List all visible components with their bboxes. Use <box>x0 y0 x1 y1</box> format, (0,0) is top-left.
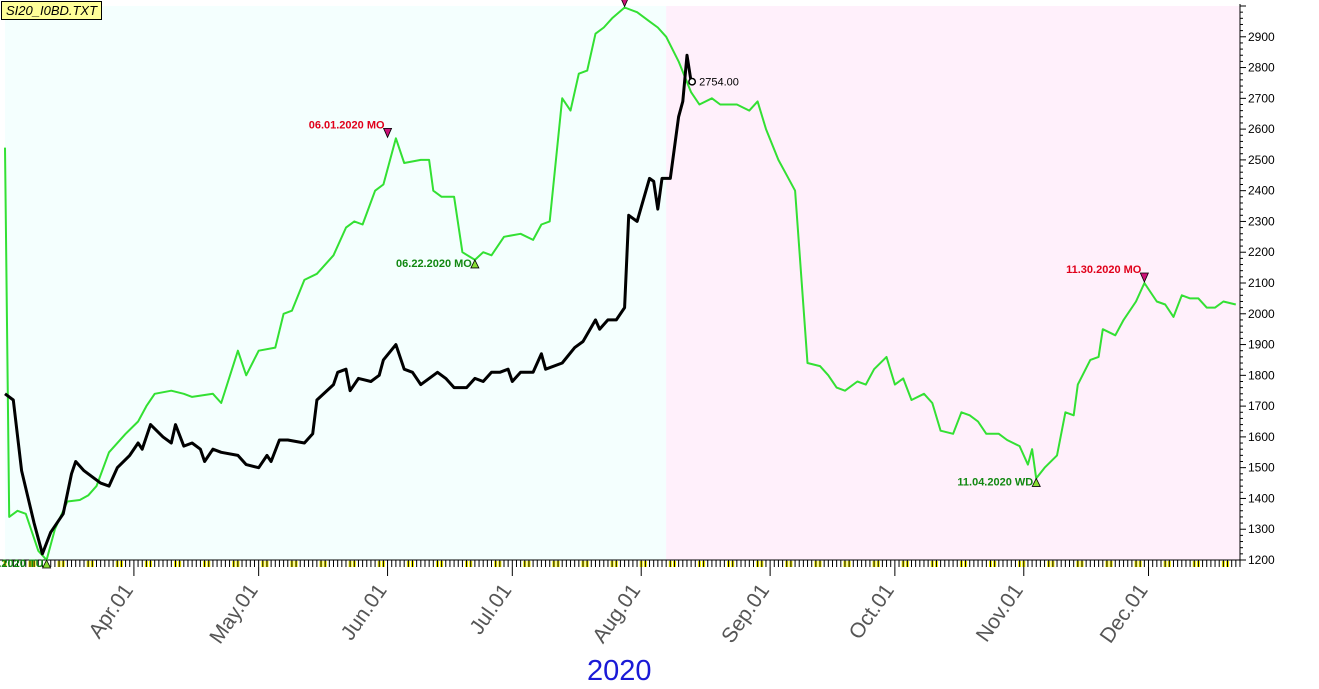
trough-marker <box>1031 477 1041 487</box>
x-tick-label: Jul.01 <box>465 580 516 639</box>
y-tick-label: 1300 <box>1248 522 1275 536</box>
trough-marker <box>470 259 480 269</box>
y-tick-label: 2000 <box>1248 307 1275 321</box>
x-tick-label: Apr.01 <box>84 580 138 643</box>
y-tick-label: 1900 <box>1248 338 1275 352</box>
x-tick-label: Nov.01 <box>972 580 1028 646</box>
past-region <box>5 6 667 560</box>
y-tick-label: 2700 <box>1248 91 1275 105</box>
peak-label: 06.01.2020 MO <box>309 119 385 131</box>
y-tick-label: 2400 <box>1248 184 1275 198</box>
x-tick-label: May.01 <box>205 580 262 648</box>
x-tick-label: Oct.01 <box>845 580 899 644</box>
y-tick-label: 2500 <box>1248 153 1275 167</box>
x-tick-label: Aug.01 <box>588 580 645 648</box>
future-region <box>666 6 1240 560</box>
peak-marker <box>621 0 628 8</box>
y-tick-label: 1700 <box>1248 399 1275 413</box>
y-tick-label: 1800 <box>1248 368 1275 382</box>
year-label: 2020 <box>587 655 652 687</box>
peak-marker <box>382 127 393 139</box>
y-tick-label: 2900 <box>1248 30 1275 44</box>
y-tick-label: 1500 <box>1248 461 1275 475</box>
annotations-group: 2754.00 .2020 TU 06.01.2020 MO 06.22.2020 M… <box>0 0 1149 570</box>
trough-label: 11.04.2020 WD <box>957 476 1033 488</box>
peak-label: 07.28.2020 TU <box>549 0 622 1</box>
y-tick-label: 1200 <box>1248 553 1275 567</box>
y-tick-label: 2800 <box>1248 61 1275 75</box>
price-line <box>4 53 693 556</box>
y-tick-label: 2100 <box>1248 276 1275 290</box>
trough-label: 06.22.2020 MO <box>396 258 472 270</box>
x-axis: Apr.01 May.01 Jun.01 Jul.01 Aug.01 Sep.01 Oct.… <box>0 559 1241 648</box>
y-tick-label: 2600 <box>1248 122 1275 136</box>
trough-label: .2020 TU <box>0 558 44 570</box>
y-tick-label: 2300 <box>1248 214 1275 228</box>
y-axis: 1200 1300 1400 1500 1600 1700 1800 1900 2000 2100… <box>1239 4 1275 567</box>
y-tick-label: 1400 <box>1248 491 1275 505</box>
last-value-marker <box>688 77 697 86</box>
peak-marker <box>1139 272 1149 283</box>
x-tick-label: Dec.01 <box>1096 580 1153 648</box>
x-tick-label: Jun.01 <box>337 580 392 645</box>
x-tick-label: Sep.01 <box>717 580 774 648</box>
forecast-line <box>4 6 1237 561</box>
peak-label: 11.30.2020 MO <box>1066 264 1142 276</box>
background-regions <box>5 6 1240 560</box>
y-tick-label: 1600 <box>1248 430 1275 444</box>
file-name-label: SI20_I0BD.TXT <box>1 1 103 20</box>
trough-marker <box>41 559 52 569</box>
series-group <box>4 6 1237 561</box>
last-value-label: 2754.00 <box>699 77 739 89</box>
y-tick-label: 2200 <box>1248 245 1275 259</box>
